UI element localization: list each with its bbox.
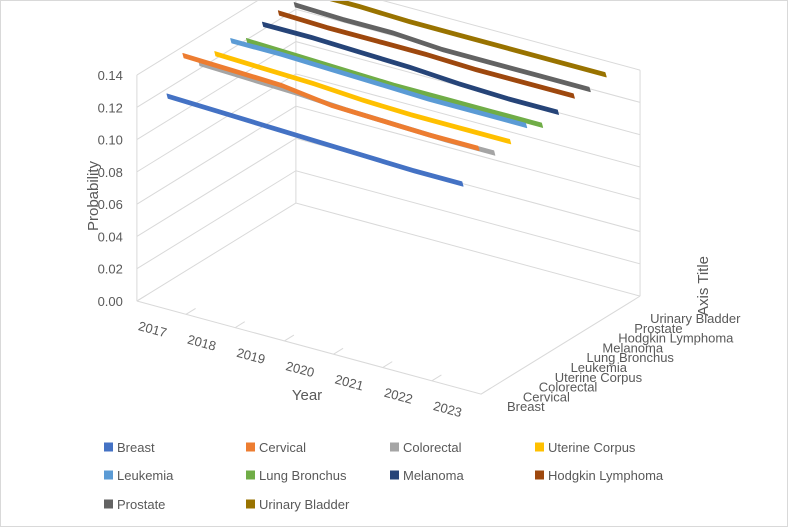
legend-swatch bbox=[104, 442, 113, 452]
legend-swatch bbox=[390, 470, 399, 480]
legend-swatch bbox=[535, 442, 544, 452]
depth-tick-label: Prostate bbox=[634, 321, 682, 336]
x-axis-title: Year bbox=[292, 387, 322, 404]
legend: Breast Cervical Colorectal Uterine Corpus Le… bbox=[104, 440, 664, 512]
legend-label: Colorectal bbox=[403, 440, 462, 455]
y-tick-label: 0.10 bbox=[98, 133, 123, 148]
depth-tick-label: Leukemia bbox=[571, 360, 628, 375]
x-tick-label: 2021 bbox=[333, 372, 365, 394]
x-tick-mark bbox=[431, 374, 442, 382]
y-tick-label: 0.14 bbox=[98, 68, 123, 83]
series-line bbox=[214, 51, 512, 145]
legend-swatch bbox=[246, 470, 255, 480]
x-tick-label: 2023 bbox=[432, 398, 464, 420]
y-axis: 0.00 0.02 0.04 0.06 0.08 0.10 0.12 0.14 bbox=[98, 68, 123, 309]
x-tick-label: 2018 bbox=[186, 332, 218, 354]
y-tick-label: 0.08 bbox=[98, 165, 123, 180]
series-line bbox=[245, 38, 544, 128]
legend-swatch bbox=[104, 499, 113, 509]
gridline bbox=[136, 1, 641, 76]
legend-swatch bbox=[535, 470, 544, 480]
depth-tick-label: Cervical bbox=[523, 389, 570, 404]
legend-label: Leukemia bbox=[117, 468, 174, 483]
x-tick-mark bbox=[234, 321, 246, 329]
depth-tick-label: Lung Bronchus bbox=[586, 350, 674, 365]
x-tick-label: 2020 bbox=[284, 358, 316, 380]
series-line bbox=[277, 10, 575, 99]
x-tick-mark bbox=[185, 308, 196, 315]
x-tick-label: 2022 bbox=[383, 385, 415, 407]
series-ribbons bbox=[166, 1, 607, 187]
legend-label: Cervical bbox=[259, 440, 306, 455]
x-tick-mark bbox=[480, 387, 491, 395]
y-tick-label: 0.04 bbox=[98, 229, 123, 244]
depth-tick-label: Urinary Bladder bbox=[650, 311, 741, 326]
series-line bbox=[329, 1, 607, 78]
legend-swatch bbox=[246, 442, 255, 452]
depth-tick-label: Melanoma bbox=[602, 340, 663, 355]
legend-label: Uterine Corpus bbox=[548, 440, 636, 455]
y-tick-label: 0.00 bbox=[98, 294, 123, 309]
chart-walls bbox=[136, 1, 641, 395]
y-axis-title: Probability bbox=[85, 160, 102, 231]
series-line bbox=[166, 93, 464, 187]
y-tick-label: 0.06 bbox=[98, 197, 123, 212]
legend-label: Melanoma bbox=[403, 468, 464, 483]
y-tick-label: 0.12 bbox=[98, 100, 123, 115]
series-line bbox=[182, 53, 480, 152]
depth-axis-title: Axis Title bbox=[695, 256, 712, 316]
series-line bbox=[293, 2, 591, 93]
x-tick-label: 2017 bbox=[137, 318, 169, 340]
x-tick-mark bbox=[382, 361, 393, 368]
gridline bbox=[136, 202, 641, 302]
x-tick-mark bbox=[333, 347, 344, 355]
x-axis: 2017 2018 2019 2020 2021 2022 2023 bbox=[137, 318, 464, 420]
legend-label: Urinary Bladder bbox=[259, 497, 350, 512]
legend-label: Prostate bbox=[117, 497, 165, 512]
legend-label: Breast bbox=[117, 440, 155, 455]
series-line bbox=[230, 38, 528, 129]
legend-label: Lung Bronchus bbox=[259, 468, 347, 483]
legend-swatch bbox=[390, 442, 399, 452]
depth-tick-label: Uterine Corpus bbox=[555, 370, 643, 385]
x-tick-mark bbox=[284, 334, 295, 342]
y-tick-label: 0.02 bbox=[98, 262, 123, 277]
legend-swatch bbox=[246, 499, 255, 509]
series-line bbox=[261, 21, 559, 115]
legend-label: Hodgkin Lymphoma bbox=[548, 468, 664, 483]
depth-tick-label: Colorectal bbox=[539, 380, 598, 395]
x-tick-mark bbox=[136, 294, 147, 302]
legend-swatch bbox=[104, 470, 113, 480]
depth-tick-label: Hodgkin Lymphoma bbox=[618, 331, 734, 346]
depth-tick-label: Breast bbox=[507, 399, 545, 414]
x-tick-label: 2019 bbox=[235, 345, 267, 367]
